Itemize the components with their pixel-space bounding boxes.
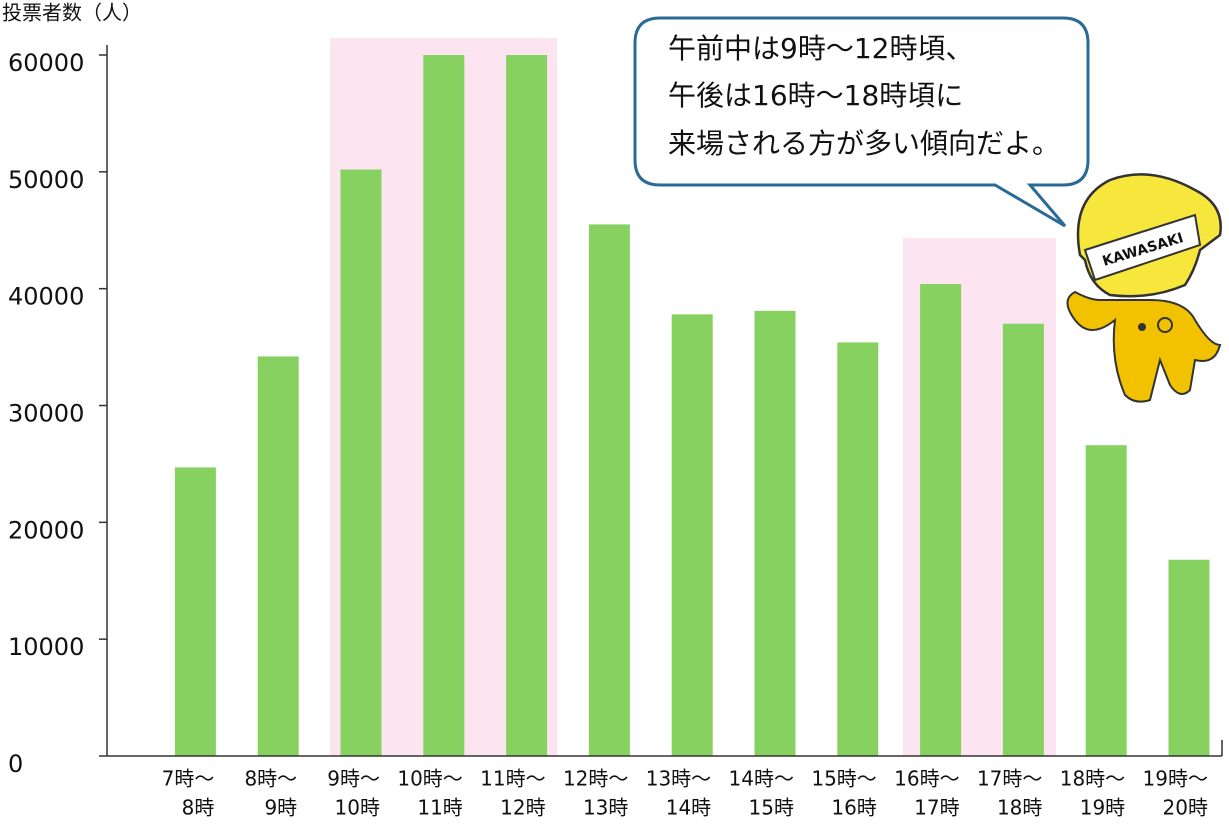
x-tick-label: 15時～ [811,767,876,791]
bar [423,55,465,756]
x-tick-label: 18時 [997,796,1042,820]
x-tick-label: 9時～ [327,767,380,791]
x-tick-label: 15時 [749,796,794,820]
y-tick-label: 50000 [8,166,84,194]
x-tick-label: 19時 [1080,796,1125,820]
x-tick-label: 13時～ [646,767,711,791]
x-tick-label: 16時 [831,796,876,820]
annotation-line: 午後は16時～18時頃に [668,79,963,112]
annotation-line: 来場される方が多い傾向だよ。 [668,127,1060,160]
bar [754,310,796,756]
y-tick-label: 60000 [8,49,84,77]
x-tick-label: 10時 [335,796,380,820]
x-tick-label: 18時～ [1060,767,1125,791]
y-tick-label: 0 [8,750,23,778]
x-tick-label: 8時～ [244,767,297,791]
y-axis-label: 投票者数（人） [2,1,142,25]
bar [920,283,962,756]
bar [588,224,630,757]
x-tick-label: 19時～ [1143,767,1208,791]
x-tick-label: 11時 [417,796,462,820]
bar [174,467,216,756]
x-tick-label: 17時～ [977,767,1042,791]
speech-bubble [633,16,1090,228]
plot: 0 10000 20000 30000 40000 50000 60000 7時～ 8時 8時～ 9… [8,49,1210,820]
mascot: KAWASAKI [1066,173,1222,403]
bar [1002,323,1044,756]
bar [1168,559,1210,756]
bar [671,314,713,756]
y-tick-label: 40000 [8,283,84,311]
x-tick-label: 11時～ [480,767,545,791]
x-tick-label: 12時 [500,796,545,820]
x-tick-label: 13時 [583,796,628,820]
annotation-line: 午前中は9時～12時頃、 [668,32,973,65]
x-tick-label: 17時 [914,796,959,820]
x-tick-label: 7時～ [162,767,215,791]
x-tick-label: 14時 [666,796,711,820]
y-tick-label: 20000 [8,516,84,544]
y-tick-label: 10000 [8,633,84,661]
x-tick-label: 14時～ [729,767,794,791]
x-tick-label: 10時～ [397,767,462,791]
bar [1085,445,1127,756]
bar [506,55,548,756]
x-tick-label: 16時～ [894,767,959,791]
bar [340,169,382,756]
bar [257,356,299,756]
y-tick-label: 30000 [8,400,84,428]
x-tick-label: 8時 [182,796,215,820]
x-tick-label: 12時～ [563,767,628,791]
x-tick-label: 9時 [264,796,297,820]
bar [837,342,879,756]
x-tick-label: 20時 [1163,796,1208,820]
